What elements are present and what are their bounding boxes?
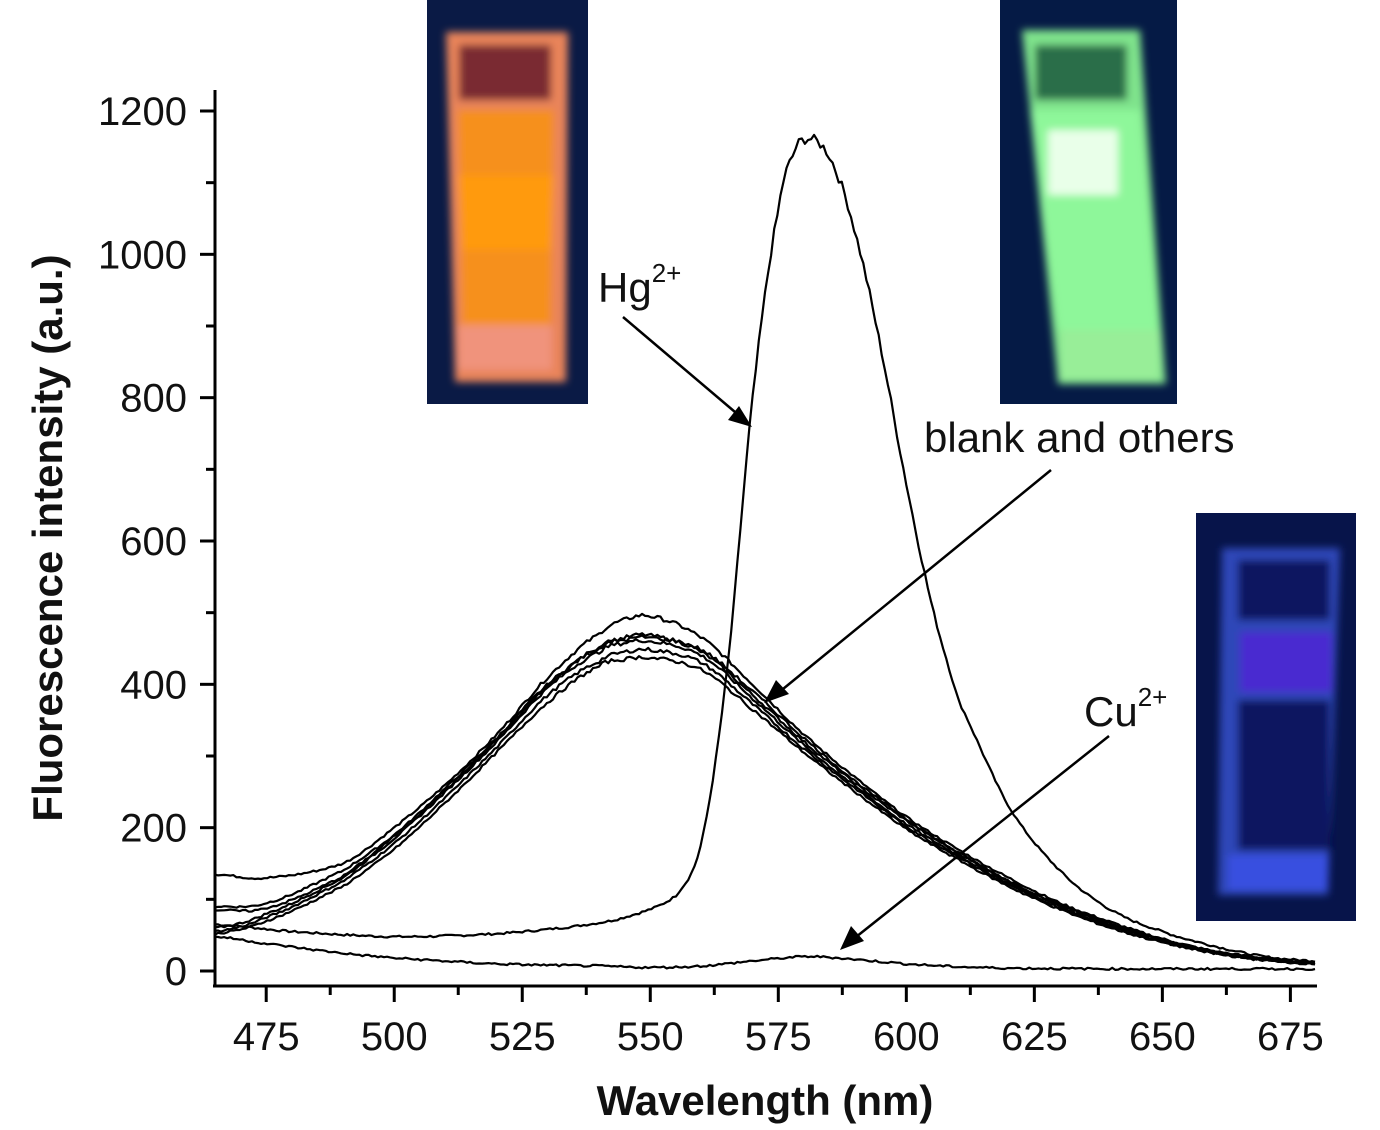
y-tick-label: 200 [120, 807, 187, 851]
x-tick-label: 625 [1001, 1015, 1068, 1059]
y-axis-title: Fluorescence intensity (a.u.) [24, 254, 71, 821]
y-tick-label: 600 [120, 520, 187, 564]
series-line [214, 935, 1316, 971]
annotation-hg-arrowhead [728, 406, 752, 427]
y-tick-label: 1000 [98, 233, 187, 277]
annotation-cu-arrowhead [840, 926, 864, 950]
series-line [214, 638, 1316, 965]
annotation-cu: Cu2+ [840, 682, 1167, 950]
x-tick-label: 475 [233, 1015, 300, 1059]
annotation-blank-arrow [782, 469, 1052, 690]
annotation-blank-arrowhead [764, 680, 789, 703]
annotation-cu-label: Cu2+ [1084, 682, 1167, 735]
x-tick-label: 525 [489, 1015, 556, 1059]
x-tick-label: 675 [1257, 1015, 1324, 1059]
inset-photo-blue-cuvette [1196, 513, 1356, 921]
series-line [215, 634, 1316, 965]
inset-photo-green-cuvette [1000, 0, 1177, 404]
axes: 0 200 400 600 800 1000 1200 475 500 525 550 575 600… [98, 90, 1324, 1059]
series-layer [214, 133, 1316, 971]
y-tick-label: 400 [120, 663, 187, 707]
y-tick-label: 800 [120, 377, 187, 421]
x-tick-label: 575 [745, 1015, 812, 1059]
annotation-cu-arrow [855, 735, 1110, 938]
x-tick-label: 500 [361, 1015, 428, 1059]
x-tick-label: 650 [1129, 1015, 1196, 1059]
x-tick-label: 600 [873, 1015, 940, 1059]
annotation-hg-arrow [622, 316, 736, 413]
annotation-blank-label: blank and others [924, 414, 1235, 461]
series-line [214, 655, 1316, 966]
inset-photo-orange-cuvette [427, 0, 588, 404]
annotation-hg: Hg2+ [598, 258, 752, 427]
y-tick-label: 0 [165, 950, 187, 994]
y-tick-label: 1200 [98, 90, 187, 134]
annotation-hg-label: Hg2+ [598, 258, 681, 311]
x-tick-label: 550 [617, 1015, 684, 1059]
x-axis-title: Wavelength (nm) [597, 1077, 934, 1124]
annotation-blank: blank and others [764, 414, 1235, 703]
series-line [214, 612, 1316, 964]
series-line [215, 133, 1316, 963]
